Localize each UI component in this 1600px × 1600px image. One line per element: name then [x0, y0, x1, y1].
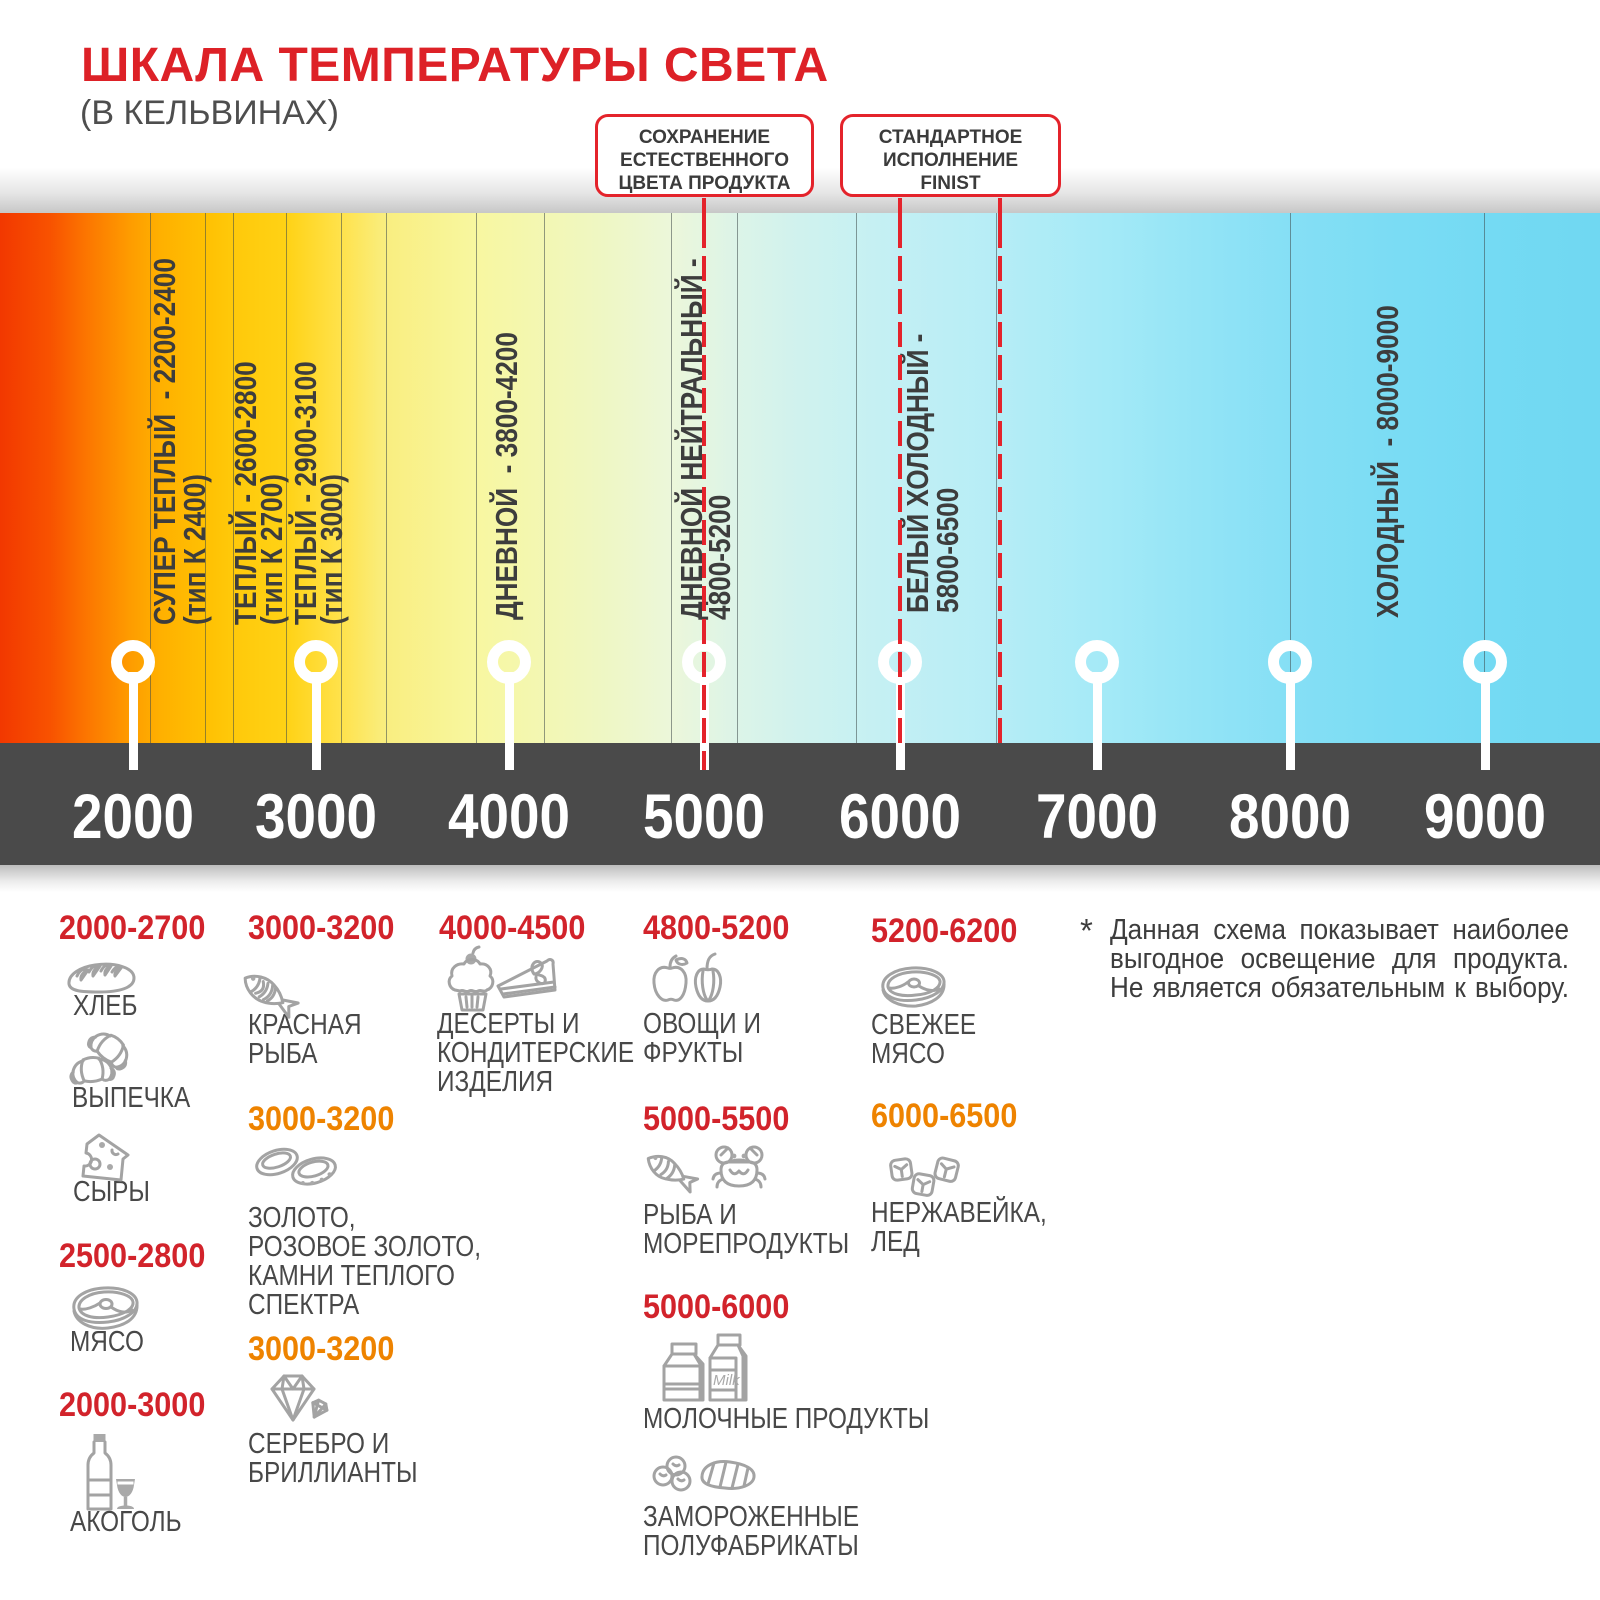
svg-text:Milk: Milk	[713, 1372, 741, 1389]
